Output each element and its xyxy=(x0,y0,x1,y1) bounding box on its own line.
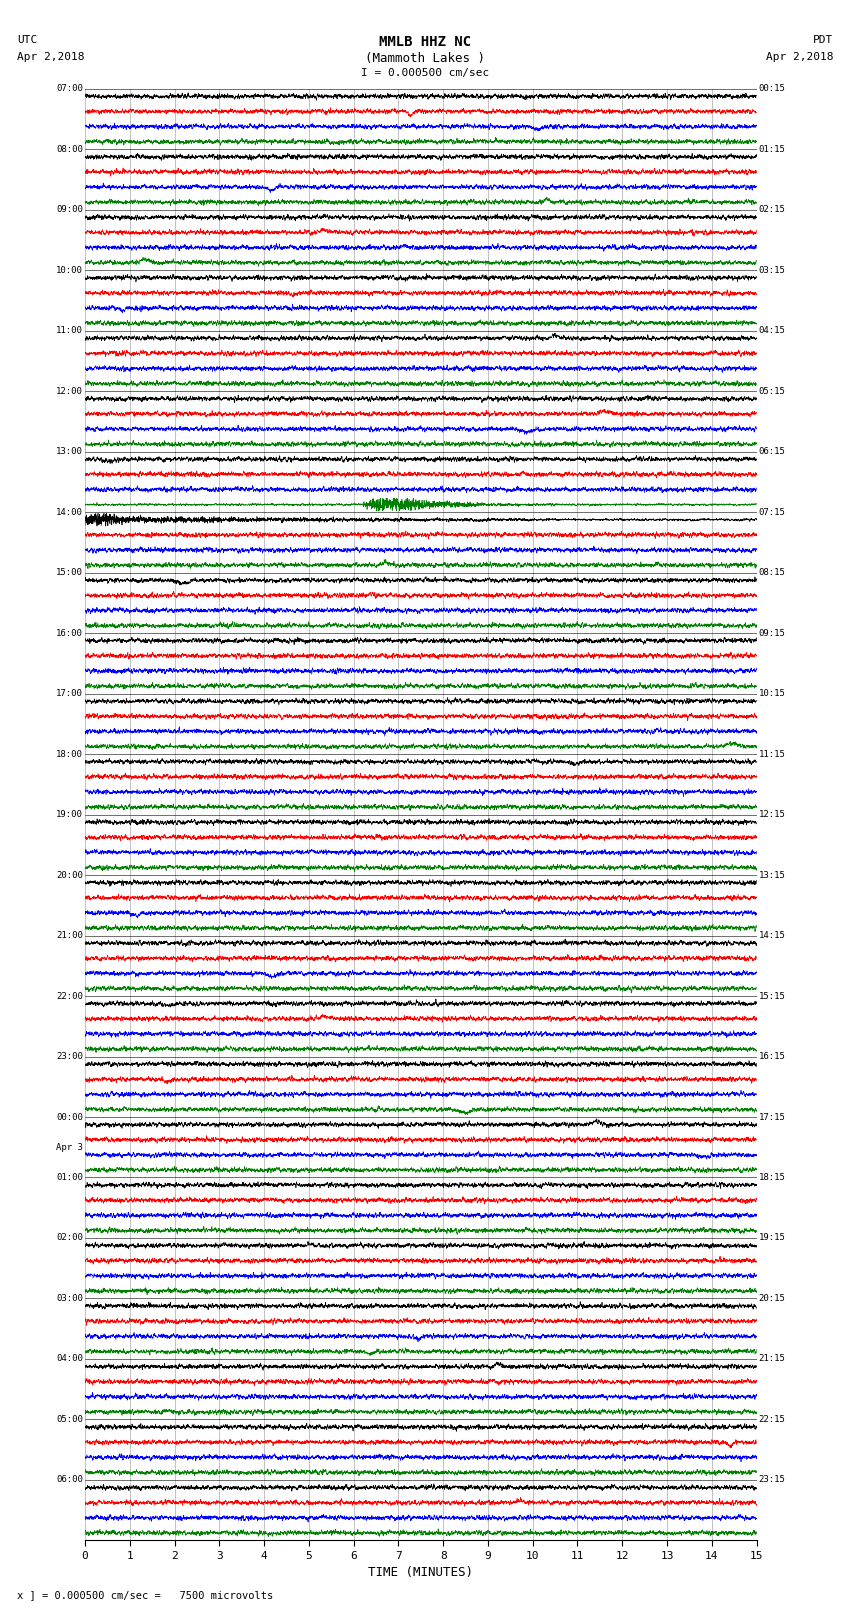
Text: 15:00: 15:00 xyxy=(56,568,82,577)
Text: 14:00: 14:00 xyxy=(56,508,82,516)
Text: Apr 2,2018: Apr 2,2018 xyxy=(17,52,84,61)
Text: 19:15: 19:15 xyxy=(759,1234,785,1242)
Text: 09:00: 09:00 xyxy=(56,205,82,215)
Text: 08:00: 08:00 xyxy=(56,145,82,153)
Text: 00:15: 00:15 xyxy=(759,84,785,94)
Text: 03:00: 03:00 xyxy=(56,1294,82,1303)
Text: 23:15: 23:15 xyxy=(759,1476,785,1484)
Text: 06:00: 06:00 xyxy=(56,1476,82,1484)
Text: I = 0.000500 cm/sec: I = 0.000500 cm/sec xyxy=(361,68,489,77)
Text: 23:00: 23:00 xyxy=(56,1052,82,1061)
Text: 08:15: 08:15 xyxy=(759,568,785,577)
Text: 21:00: 21:00 xyxy=(56,931,82,940)
Text: 18:00: 18:00 xyxy=(56,750,82,758)
Text: 07:15: 07:15 xyxy=(759,508,785,516)
Text: 17:15: 17:15 xyxy=(759,1113,785,1121)
Text: 00:00: 00:00 xyxy=(56,1113,82,1121)
Text: Apr 2,2018: Apr 2,2018 xyxy=(766,52,833,61)
Text: 19:00: 19:00 xyxy=(56,810,82,819)
Text: PDT: PDT xyxy=(813,35,833,45)
Text: Apr 3: Apr 3 xyxy=(56,1142,82,1152)
Text: 04:15: 04:15 xyxy=(759,326,785,336)
Text: 02:15: 02:15 xyxy=(759,205,785,215)
Text: 21:15: 21:15 xyxy=(759,1355,785,1363)
Text: 11:00: 11:00 xyxy=(56,326,82,336)
Text: 07:00: 07:00 xyxy=(56,84,82,94)
Text: 20:15: 20:15 xyxy=(759,1294,785,1303)
Text: 04:00: 04:00 xyxy=(56,1355,82,1363)
Text: 06:15: 06:15 xyxy=(759,447,785,456)
Text: 05:00: 05:00 xyxy=(56,1415,82,1424)
Text: 01:00: 01:00 xyxy=(56,1173,82,1182)
Text: UTC: UTC xyxy=(17,35,37,45)
Text: 09:15: 09:15 xyxy=(759,629,785,637)
Text: 10:15: 10:15 xyxy=(759,689,785,698)
Text: 02:00: 02:00 xyxy=(56,1234,82,1242)
Text: 14:15: 14:15 xyxy=(759,931,785,940)
Text: 13:15: 13:15 xyxy=(759,871,785,879)
Text: 20:00: 20:00 xyxy=(56,871,82,879)
X-axis label: TIME (MINUTES): TIME (MINUTES) xyxy=(368,1566,473,1579)
Text: 17:00: 17:00 xyxy=(56,689,82,698)
Text: 18:15: 18:15 xyxy=(759,1173,785,1182)
Text: x ] = 0.000500 cm/sec =   7500 microvolts: x ] = 0.000500 cm/sec = 7500 microvolts xyxy=(17,1590,273,1600)
Text: 01:15: 01:15 xyxy=(759,145,785,153)
Text: 03:15: 03:15 xyxy=(759,266,785,274)
Text: (Mammoth Lakes ): (Mammoth Lakes ) xyxy=(365,52,485,65)
Text: 12:00: 12:00 xyxy=(56,387,82,395)
Text: 15:15: 15:15 xyxy=(759,992,785,1000)
Text: 05:15: 05:15 xyxy=(759,387,785,395)
Text: 22:00: 22:00 xyxy=(56,992,82,1000)
Text: 16:15: 16:15 xyxy=(759,1052,785,1061)
Text: 16:00: 16:00 xyxy=(56,629,82,637)
Text: 10:00: 10:00 xyxy=(56,266,82,274)
Text: 22:15: 22:15 xyxy=(759,1415,785,1424)
Text: MMLB HHZ NC: MMLB HHZ NC xyxy=(379,35,471,50)
Text: 13:00: 13:00 xyxy=(56,447,82,456)
Text: 11:15: 11:15 xyxy=(759,750,785,758)
Text: 12:15: 12:15 xyxy=(759,810,785,819)
